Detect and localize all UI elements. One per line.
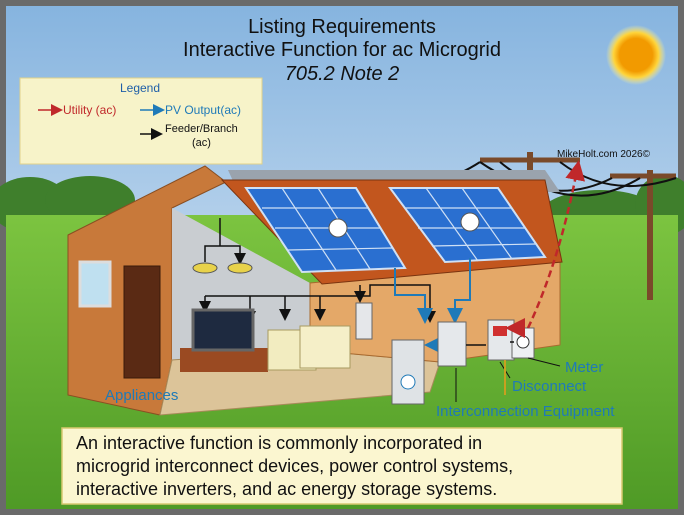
storage-unit [356,303,372,339]
legend-item: PV Output(ac) [165,103,241,117]
illustration: Listing Requirements Interactive Functio… [0,0,684,515]
door [124,266,160,378]
label: Interconnection Equipment [436,403,615,420]
dryer [300,326,350,368]
title-line: Interactive Function for ac Microgrid [183,39,501,61]
caption-line: An interactive function is commonly inco… [76,433,482,453]
meter-dial [517,336,529,348]
inverter-symbol [401,375,415,389]
label: Disconnect [512,378,587,395]
light [228,263,252,273]
label: Meter [565,359,603,376]
inverter-panel [392,340,424,404]
title-line: 705.2 Note 2 [285,63,400,85]
window [80,262,110,306]
inverter-symbol [461,213,479,231]
caption-line: microgrid interconnect devices, power co… [76,456,513,476]
light [193,263,217,273]
legend-item: Utility (ac) [63,103,116,117]
legend-item: Feeder/Branch [165,123,238,135]
tv [193,310,253,350]
caption-line: interactive inverters, and ac energy sto… [76,479,497,499]
title-line: Listing Requirements [248,16,436,38]
copyright: MikeHolt.com 2026© [557,149,651,160]
tv-stand [180,348,268,372]
page: Listing Requirements Interactive Functio… [0,0,684,515]
legend-item: (ac) [192,137,211,149]
interconnection-box [438,322,466,366]
sun [606,25,666,85]
inverter-symbol [329,219,347,237]
disconnect-handle [493,326,507,336]
legend-title: Legend [120,81,160,95]
label: Appliances [105,387,178,404]
